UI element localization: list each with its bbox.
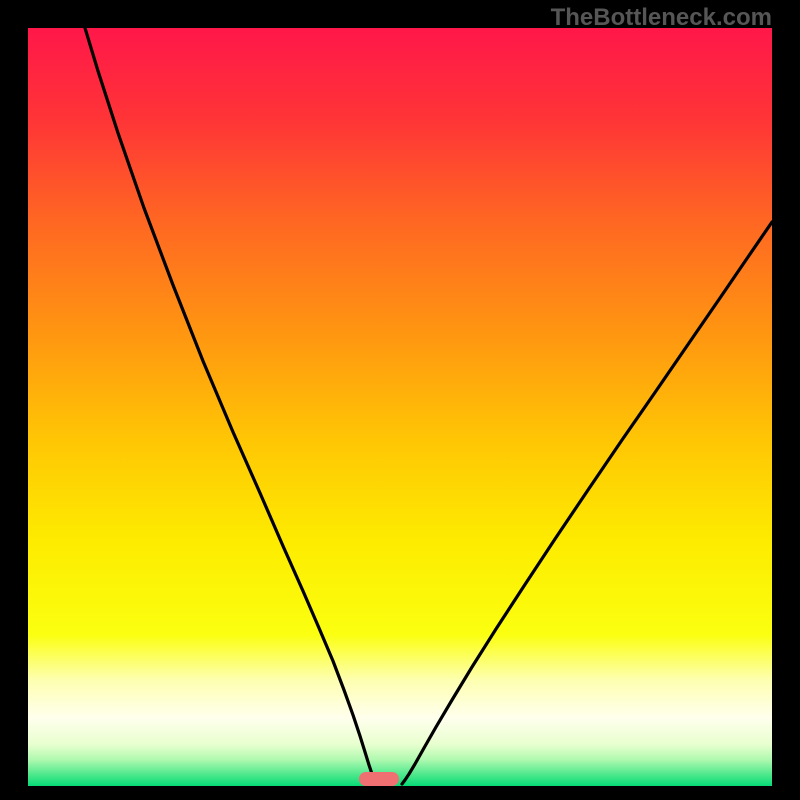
gradient-background xyxy=(28,28,772,786)
bottleneck-marker xyxy=(359,772,399,786)
border-bottom xyxy=(0,786,800,800)
border-right xyxy=(772,0,800,800)
chart-frame: TheBottleneck.com xyxy=(0,0,800,800)
chart-svg xyxy=(28,28,772,786)
watermark-text: TheBottleneck.com xyxy=(551,4,772,32)
chart-area xyxy=(28,28,772,786)
border-left xyxy=(0,0,28,800)
